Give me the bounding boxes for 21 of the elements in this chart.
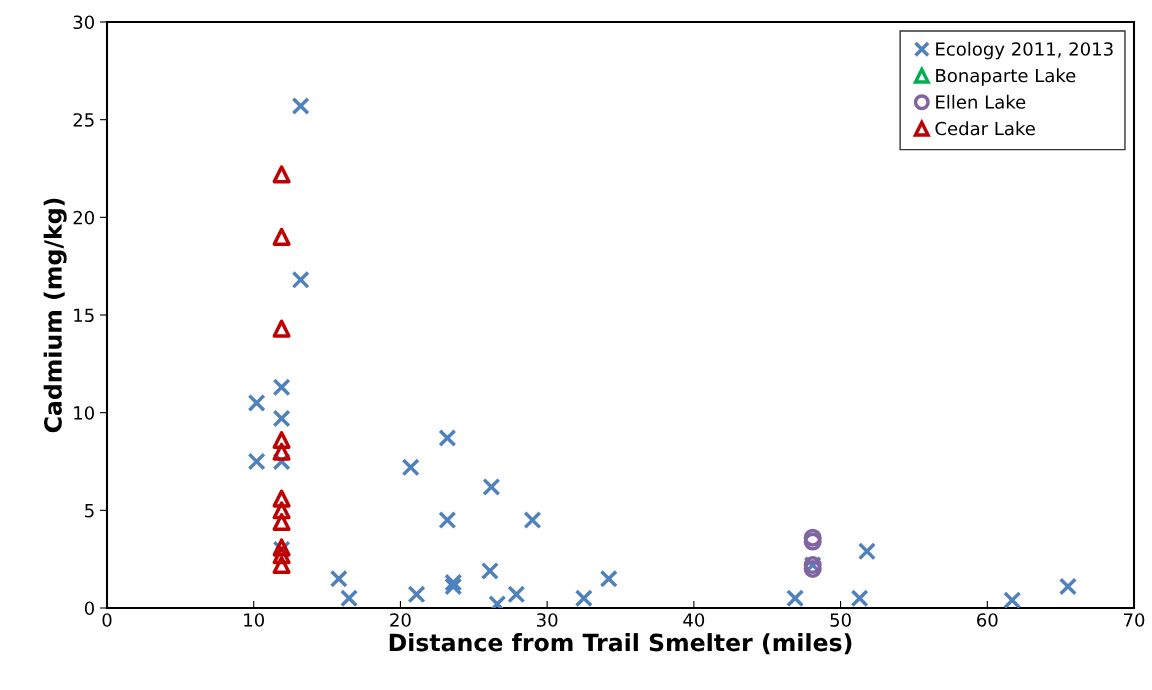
x-tick-label: 60	[977, 613, 998, 627]
y-tick-label: 20	[73, 210, 94, 225]
x-tick-label: 70	[1123, 613, 1145, 627]
x-tick-label: 20	[390, 613, 411, 627]
y-axis-title: Cadmium (mg/kg)	[43, 198, 67, 433]
x-tick-label: 10	[244, 613, 264, 627]
legend-label: Bonaparte Lake	[936, 68, 1076, 86]
y-tick-label: 15	[74, 308, 94, 323]
y-tick-label: 0	[84, 601, 94, 616]
y-tick-label: 25	[73, 113, 94, 127]
x-tick-label: 0	[102, 613, 112, 627]
legend-label: Ellen Lake	[936, 94, 1026, 109]
y-tick-label: 30	[73, 15, 94, 30]
legend-label: Ecology 2011, 2013	[936, 41, 1113, 60]
legend-label: Cedar Lake	[935, 121, 1035, 136]
y-tick-label: 5	[85, 504, 94, 518]
x-tick-label: 50	[830, 613, 851, 627]
x-tick-label: 30	[537, 613, 558, 627]
x-tick-label: 40	[683, 613, 705, 627]
y-tick-label: 10	[74, 406, 94, 420]
x-axis-title: Distance from Trail Smelter (miles)	[389, 633, 852, 655]
